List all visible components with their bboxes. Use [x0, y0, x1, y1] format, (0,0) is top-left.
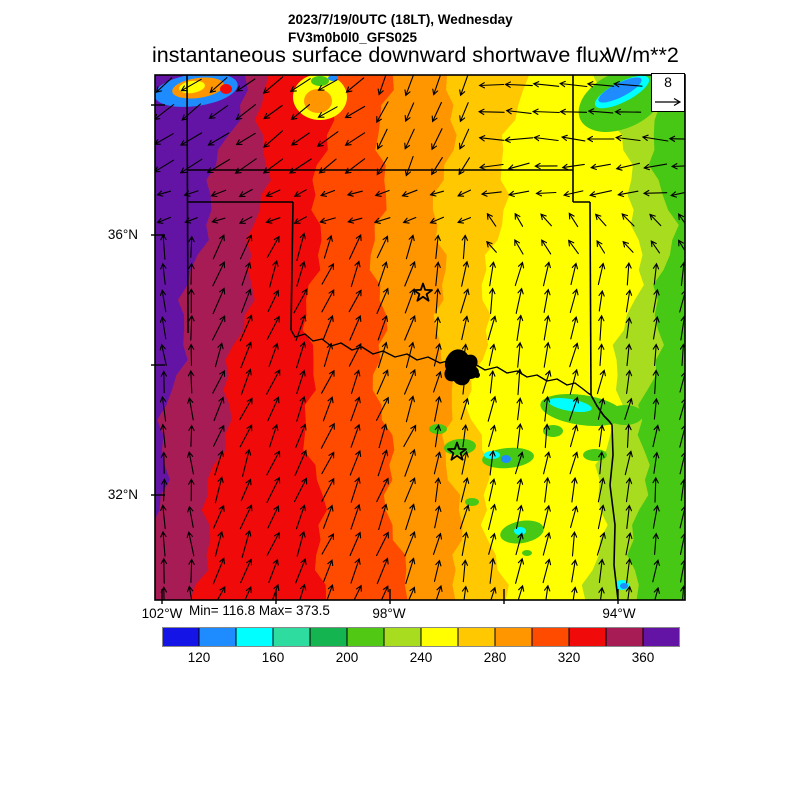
cloud-patch	[607, 405, 643, 425]
cloud-patch	[484, 451, 500, 459]
reference-vector-value: 8	[664, 74, 672, 90]
colorbar-tick-label: 120	[187, 650, 211, 665]
datetime-line: 2023/7/19/0UTC (18LT), Wednesday	[288, 12, 513, 27]
cloud-patch	[501, 455, 511, 463]
min-max-label: Min= 116.8 Max= 373.5	[189, 603, 330, 618]
cloud-patch	[311, 76, 329, 86]
colorbar-segment	[272, 627, 311, 647]
flux-field	[155, 75, 685, 600]
lake-texoma	[444, 349, 479, 386]
reference-vector-box: 8	[651, 73, 685, 112]
colorbar-tick-label: 280	[483, 650, 507, 665]
city-star-marker	[447, 441, 467, 461]
cloud-patch	[328, 75, 338, 81]
colorbar-segment	[568, 627, 607, 647]
reference-arrow-icon	[655, 97, 682, 107]
colorbar-segment	[235, 627, 274, 647]
wind-vectors	[155, 75, 685, 600]
colorbar-tick-label: 240	[409, 650, 433, 665]
colorbar-tick-label: 160	[261, 650, 285, 665]
model-line: FV3m0b0l0_GFS025	[288, 30, 418, 45]
cloud-patch	[522, 550, 532, 556]
cloud-patch	[220, 84, 232, 94]
lat-tick-label: 36°N	[107, 227, 138, 242]
colorbar-tick-label: 360	[631, 650, 655, 665]
axis-ticks	[151, 104, 619, 604]
colorbar-segment	[494, 627, 533, 647]
flux-band	[155, 75, 248, 519]
lat-tick-label: 32°N	[107, 487, 138, 502]
colorbar-tick-label: 200	[335, 650, 359, 665]
colorbar-tick-label: 320	[557, 650, 581, 665]
plot-title: instantaneous surface downward shortwave…	[152, 43, 610, 67]
colorbar-segment	[346, 627, 385, 647]
lon-tick-label: 98°W	[372, 606, 406, 621]
colorbar	[162, 627, 680, 647]
cloud-patch	[620, 583, 628, 589]
red-river	[290, 329, 592, 396]
colorbar-segment	[162, 627, 200, 647]
cloud-patch	[465, 498, 479, 506]
cloud-patch	[495, 544, 515, 552]
units-label: W/m**2	[606, 43, 679, 67]
cloud-patch	[598, 77, 642, 103]
cloud-patch	[304, 89, 332, 113]
cloud-patch	[543, 425, 563, 437]
map-frame	[154, 74, 686, 601]
colorbar-segment	[642, 627, 680, 647]
flux-contour-map	[151, 74, 686, 604]
colorbar-segment	[457, 627, 496, 647]
colorbar-segment	[383, 627, 422, 647]
colorbar-segment	[531, 627, 570, 647]
colorbar-segment	[420, 627, 459, 647]
lon-tick-label: 102°W	[141, 606, 183, 621]
cloud-patch	[534, 553, 546, 559]
cloud-patch	[548, 397, 592, 413]
colorbar-segment	[605, 627, 644, 647]
city-star-marker	[413, 282, 433, 302]
colorbar-segment	[309, 627, 348, 647]
lon-tick-label: 94°W	[602, 606, 636, 621]
colorbar-segment	[198, 627, 237, 647]
cloud-patch	[514, 527, 526, 535]
